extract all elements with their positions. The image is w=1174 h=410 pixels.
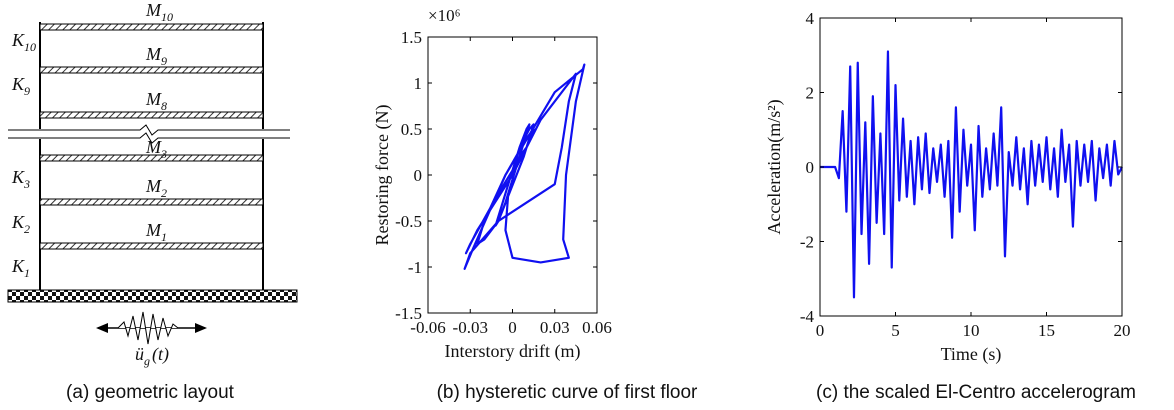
y-tick-label: 4 bbox=[806, 9, 815, 28]
caption: (c) the scaled El-Centro accelerogram bbox=[816, 382, 1136, 403]
y-axis-label: Restoring force (N) bbox=[372, 105, 393, 246]
symbol: M bbox=[145, 220, 162, 240]
x-tick-label: -0.03 bbox=[453, 318, 488, 337]
data-line bbox=[463, 63, 586, 270]
y-axis-label: Acceleration(m/s²) bbox=[764, 99, 785, 234]
subscript: 1 bbox=[24, 266, 30, 280]
subscript: 3 bbox=[23, 177, 30, 191]
structure-diagram bbox=[7, 22, 298, 345]
slab bbox=[39, 66, 264, 74]
slab bbox=[39, 198, 264, 206]
mass-label: M1 bbox=[145, 220, 167, 244]
caption: (a) geometric layout bbox=[66, 382, 235, 403]
data-line bbox=[820, 50, 1123, 299]
y-tick-label: -4 bbox=[800, 307, 815, 326]
x-tick-label: 0.06 bbox=[582, 318, 612, 337]
slab bbox=[39, 111, 264, 119]
arrowhead bbox=[96, 323, 108, 333]
symbol: ü bbox=[135, 344, 144, 364]
symbol: K bbox=[11, 167, 25, 187]
subscript: 1 bbox=[161, 230, 167, 244]
x-tick-label: 15 bbox=[1038, 321, 1055, 340]
x-tick-label: 20 bbox=[1114, 321, 1131, 340]
subscript: 8 bbox=[161, 99, 167, 113]
x-tick-label: 5 bbox=[891, 321, 900, 340]
mass-label: M9 bbox=[145, 44, 167, 68]
y-tick-label: -0.5 bbox=[395, 212, 422, 231]
x-tick-label: -0.06 bbox=[410, 318, 445, 337]
stiffness-label: K3 bbox=[11, 167, 30, 191]
ground-wave bbox=[117, 311, 179, 345]
y-tick-label: 0 bbox=[414, 166, 423, 185]
break-line bbox=[8, 132, 290, 144]
y-tick-label: -1 bbox=[408, 258, 422, 277]
y-tick-label: 1.5 bbox=[401, 28, 422, 47]
symbol: K bbox=[11, 74, 25, 94]
subscript: 9 bbox=[161, 54, 167, 68]
mass-label: M10 bbox=[145, 0, 173, 24]
subscript: 2 bbox=[161, 186, 167, 200]
subscript: 10 bbox=[24, 40, 36, 54]
y-tick-label: 0.5 bbox=[401, 120, 422, 139]
stiffness-label: K9 bbox=[11, 74, 30, 98]
caption: (b) hysteretic curve of first floor bbox=[437, 382, 698, 403]
subscript: g bbox=[144, 354, 150, 368]
y-tick-label: -2 bbox=[800, 233, 814, 252]
stiffness-label: K2 bbox=[11, 212, 30, 236]
stiffness-label: K10 bbox=[11, 30, 36, 54]
subscript: 3 bbox=[160, 147, 167, 161]
y-tick-label: 1 bbox=[414, 74, 423, 93]
ground-motion-label: üg (t) bbox=[135, 344, 169, 368]
symbol: M bbox=[145, 137, 162, 157]
subscript: 10 bbox=[161, 10, 173, 24]
subscript: 2 bbox=[24, 222, 30, 236]
symbol: K bbox=[11, 212, 25, 232]
symbol: M bbox=[145, 0, 162, 20]
x-tick-label: 10 bbox=[963, 321, 980, 340]
symbol: K bbox=[11, 256, 25, 276]
stiffness-label: K1 bbox=[11, 256, 30, 280]
mass-label: M3 bbox=[145, 137, 167, 161]
arrowhead bbox=[195, 323, 207, 333]
mass-label: M2 bbox=[145, 176, 167, 200]
y-tick-label: 2 bbox=[806, 84, 815, 103]
argument: (t) bbox=[152, 344, 169, 365]
x-tick-label: 0 bbox=[816, 321, 825, 340]
slab bbox=[39, 242, 264, 250]
y-multiplier: ×10⁶ bbox=[428, 6, 461, 25]
mass-label: M8 bbox=[145, 89, 167, 113]
y-tick-label: -1.5 bbox=[395, 304, 422, 323]
slab bbox=[39, 154, 264, 162]
x-axis-label: Interstory drift (m) bbox=[445, 341, 581, 362]
symbol: M bbox=[145, 44, 162, 64]
symbol: K bbox=[11, 30, 25, 50]
x-axis-label: Time (s) bbox=[941, 344, 1002, 365]
subscript: 9 bbox=[24, 84, 30, 98]
symbol: M bbox=[145, 176, 162, 196]
break-line bbox=[8, 124, 290, 136]
x-tick-label: 0.03 bbox=[540, 318, 570, 337]
slab bbox=[39, 23, 264, 31]
y-tick-label: 0 bbox=[806, 158, 815, 177]
x-tick-label: 0 bbox=[508, 318, 517, 337]
ground bbox=[7, 289, 298, 303]
symbol: M bbox=[145, 89, 162, 109]
